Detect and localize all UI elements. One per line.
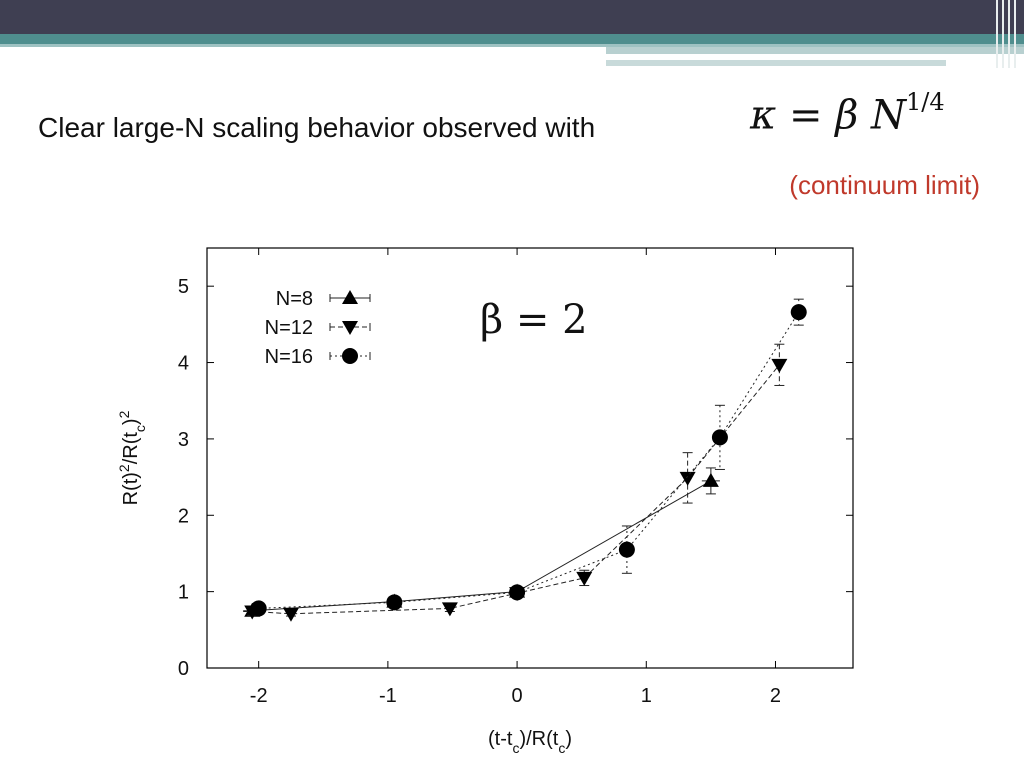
beta-annotation: β = 2 (480, 297, 588, 343)
y-axis-label: R(t)2/R(tc)2 (116, 410, 148, 505)
legend-label-n12: N=12 (265, 317, 313, 339)
formula-kappa: κ (750, 92, 777, 139)
formula-equals: = (788, 92, 823, 139)
x-axis-label: (t-tc)/R(tc) (488, 728, 572, 756)
legend-marker-n8 (342, 290, 358, 304)
data-point-n16 (618, 541, 635, 558)
accent-band (0, 34, 1024, 44)
formula-beta: β (835, 92, 859, 139)
series-line-n12 (252, 364, 780, 615)
corner-decoration (1014, 0, 1016, 68)
data-point-n8 (702, 472, 719, 487)
y-tick-label: 1 (178, 582, 189, 604)
series-line-n8 (252, 480, 712, 612)
legend-label-n8: N=8 (276, 288, 313, 310)
legend-marker-n16 (342, 348, 358, 364)
legend-marker-n12 (342, 321, 358, 335)
series-line-n16 (258, 311, 800, 609)
accent-line (0, 44, 1024, 47)
data-point-n16 (711, 429, 728, 446)
y-tick-label: 4 (178, 353, 189, 375)
decorative-stripe (606, 56, 906, 58)
data-point-n12 (441, 602, 458, 617)
continuum-limit-note: (continuum limit) (789, 170, 980, 200)
data-point-n16 (386, 594, 403, 611)
x-tick-label: -2 (250, 685, 268, 707)
x-tick-label: 2 (770, 685, 781, 707)
x-tick-label: 1 (641, 685, 652, 707)
data-point-n12 (576, 571, 593, 586)
corner-decoration (996, 0, 998, 68)
data-point-n12 (771, 358, 788, 373)
header-bar (0, 0, 1024, 34)
data-point-n12 (679, 471, 696, 486)
y-tick-label: 5 (178, 276, 189, 298)
y-tick-label: 3 (178, 429, 189, 451)
data-point-n16 (790, 304, 807, 321)
corner-decoration (1002, 0, 1004, 68)
data-point-n16 (250, 600, 267, 617)
data-point-n16 (509, 584, 526, 601)
y-tick-label: 2 (178, 505, 189, 527)
y-tick-label: 0 (178, 658, 189, 680)
data-point-n12 (282, 607, 299, 622)
decorative-stripe (606, 47, 1024, 54)
x-tick-label: -1 (379, 685, 397, 707)
scaling-formula: κ = β N1/4 (750, 88, 945, 139)
plot-frame (206, 247, 854, 669)
legend-label-n16: N=16 (265, 346, 313, 368)
formula-exponent: 1/4 (906, 88, 945, 116)
decorative-stripe (606, 60, 946, 66)
x-tick-label: 0 (512, 685, 523, 707)
corner-decoration (1008, 0, 1010, 68)
formula-n: N (871, 92, 907, 139)
slide-headline: Clear large-N scaling behavior observed … (38, 112, 596, 143)
